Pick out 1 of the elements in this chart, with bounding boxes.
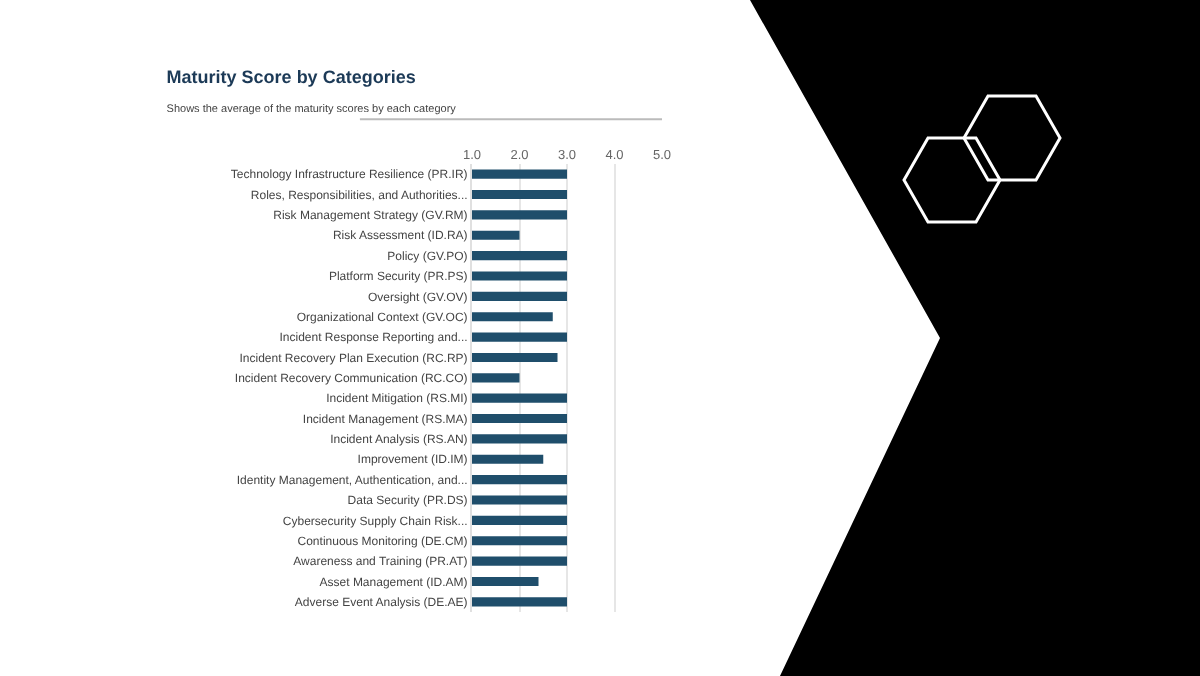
text: Maturity Score by Categories: [166, 66, 416, 87]
